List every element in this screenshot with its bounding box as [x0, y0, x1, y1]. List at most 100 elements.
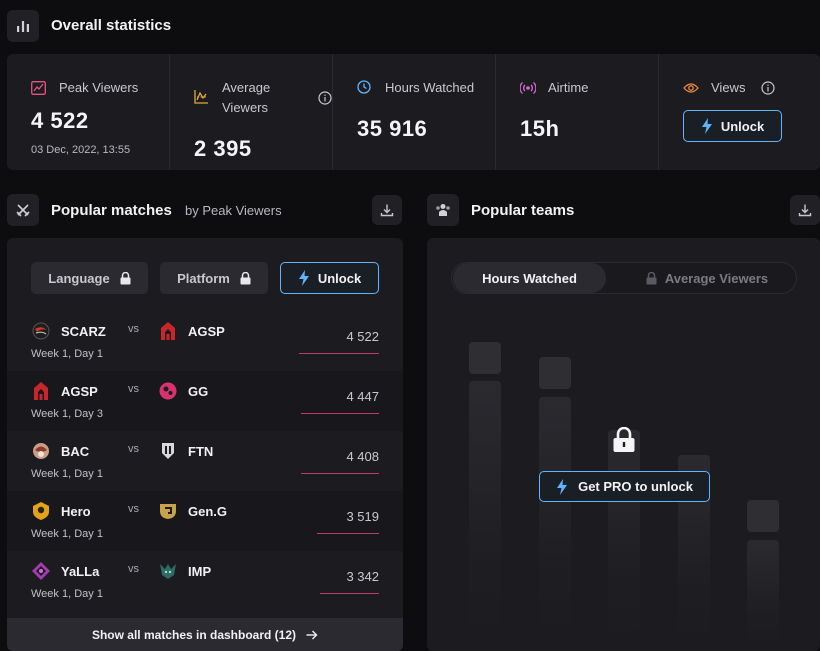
peak-viewers-label: Peak Viewers [59, 80, 139, 95]
peak-viewers-value: 4 522 [31, 108, 89, 133]
arrow-right-icon [306, 630, 318, 639]
team1: YaLLa [31, 561, 99, 581]
platform-filter[interactable]: Platform [160, 262, 268, 294]
lightning-icon [557, 478, 568, 495]
toggle-hours-watched[interactable]: Hours Watched [453, 263, 606, 293]
metric-toggle: Hours Watched Average Viewers [451, 262, 797, 294]
lock-icon [646, 271, 657, 284]
team2: GG [158, 381, 208, 401]
match-stage: Week 1, Day 1 [31, 588, 103, 600]
language-filter[interactable]: Language [31, 262, 148, 294]
average-chart-icon [194, 90, 208, 104]
bar-chart-icon [17, 21, 29, 32]
team-icon [436, 204, 450, 216]
gg-logo-icon [158, 381, 178, 401]
placeholder-bar-cap [539, 357, 571, 389]
match-stage: Week 1, Day 1 [31, 528, 103, 540]
vs-label: vs [128, 563, 139, 575]
lightning-icon [298, 270, 309, 286]
stats-bar: Peak Viewers 4 522 03 Dec, 2022, 13:55 A… [7, 54, 820, 170]
airtime-label: Airtime [548, 80, 589, 95]
airtime-value: 15h [520, 116, 560, 141]
team2: AGSP [158, 321, 225, 341]
peak-viewers-date: 03 Dec, 2022, 13:55 [31, 144, 131, 156]
show-all-matches-button[interactable]: Show all matches in dashboard (12) [7, 618, 403, 651]
matches-download-button[interactable] [372, 195, 402, 225]
info-icon[interactable] [318, 91, 332, 105]
vs-label: vs [128, 443, 139, 455]
stat-hours-watched: Hours Watched 35 916 [333, 54, 496, 170]
viewers-bar [317, 533, 379, 534]
team2: FTN [158, 441, 213, 461]
placeholder-bar [539, 397, 571, 651]
placeholder-bar [747, 540, 779, 651]
average-viewers-value: 2 395 [194, 136, 252, 161]
team2: Gen.G [158, 501, 227, 521]
vs-label: vs [128, 503, 139, 515]
vs-label: vs [128, 383, 139, 395]
stat-views: Views Unlock [659, 54, 820, 170]
placeholder-bar [608, 430, 640, 651]
hours-watched-value: 35 916 [357, 116, 428, 141]
lock-icon [613, 427, 635, 452]
match-stage: Week 1, Day 1 [31, 468, 103, 480]
viewers-bar [320, 593, 379, 594]
download-icon [380, 204, 394, 217]
placeholder-bar-cap [469, 342, 501, 374]
viewers-bar [301, 413, 379, 414]
scarz-logo-icon [31, 321, 51, 341]
overall-statistics-title: Overall statistics [51, 17, 172, 34]
get-pro-button[interactable]: Get PRO to unlock [539, 471, 710, 502]
team1: BAC [31, 441, 89, 461]
views-unlock-button[interactable]: Unlock [683, 110, 782, 142]
popular-teams-title: Popular teams [471, 202, 575, 219]
agsp-logo-icon [158, 321, 178, 341]
yalla-logo-icon [31, 561, 51, 581]
teams-icon-box [427, 194, 459, 226]
match-viewers: 4 408 [346, 449, 379, 464]
stat-average-viewers: Average Viewers 2 395 [170, 54, 333, 170]
broadcast-icon [520, 82, 536, 94]
match-viewers: 3 342 [346, 569, 379, 584]
match-viewers: 3 519 [346, 509, 379, 524]
ftn-logo-icon [158, 441, 178, 461]
info-icon[interactable] [761, 81, 775, 95]
match-row[interactable]: Hero vs Gen.G Week 1, Day 1 3 519 [7, 491, 403, 551]
match-viewers: 4 522 [346, 329, 379, 344]
popular-matches-title: Popular matches [51, 202, 172, 219]
eye-icon [683, 83, 699, 93]
stats-icon-box [7, 10, 39, 42]
matches-icon-box [7, 194, 39, 226]
team1: AGSP [31, 381, 98, 401]
popular-matches-panel [7, 238, 403, 651]
placeholder-bar-cap [747, 500, 779, 532]
download-icon [798, 204, 812, 217]
clock-icon [357, 80, 371, 94]
match-stage: Week 1, Day 3 [31, 408, 103, 420]
vs-label: vs [128, 323, 139, 335]
toggle-average-viewers[interactable]: Average Viewers [622, 263, 792, 293]
filters-unlock-button[interactable]: Unlock [280, 262, 379, 294]
match-stage: Week 1, Day 1 [31, 348, 103, 360]
match-row[interactable]: BAC vs FTN Week 1, Day 1 4 408 [7, 431, 403, 491]
stat-airtime: Airtime 15h [496, 54, 659, 170]
viewers-bar [301, 473, 379, 474]
views-label: Views [711, 80, 746, 95]
agsp-logo-icon [31, 381, 51, 401]
match-row[interactable]: AGSP vs GG Week 1, Day 3 4 447 [7, 371, 403, 431]
teams-download-button[interactable] [790, 195, 820, 225]
hero-logo-icon [31, 501, 51, 521]
viewers-bar [299, 353, 379, 354]
bac-logo-icon [31, 441, 51, 461]
match-row[interactable]: YaLLa vs IMP Week 1, Day 1 3 342 [7, 551, 403, 611]
average-viewers-label: Average Viewers [222, 80, 271, 115]
match-row[interactable]: SCARZ vs AGSP Week 1, Day 1 4 522 [7, 311, 403, 371]
team1: Hero [31, 501, 91, 521]
lock-icon [240, 271, 251, 284]
popular-matches-subtitle: by Peak Viewers [185, 203, 282, 218]
team2: IMP [158, 561, 211, 581]
geng-logo-icon [158, 501, 178, 521]
lightning-icon [701, 118, 712, 134]
lock-icon [120, 271, 131, 284]
imp-logo-icon [158, 561, 178, 581]
